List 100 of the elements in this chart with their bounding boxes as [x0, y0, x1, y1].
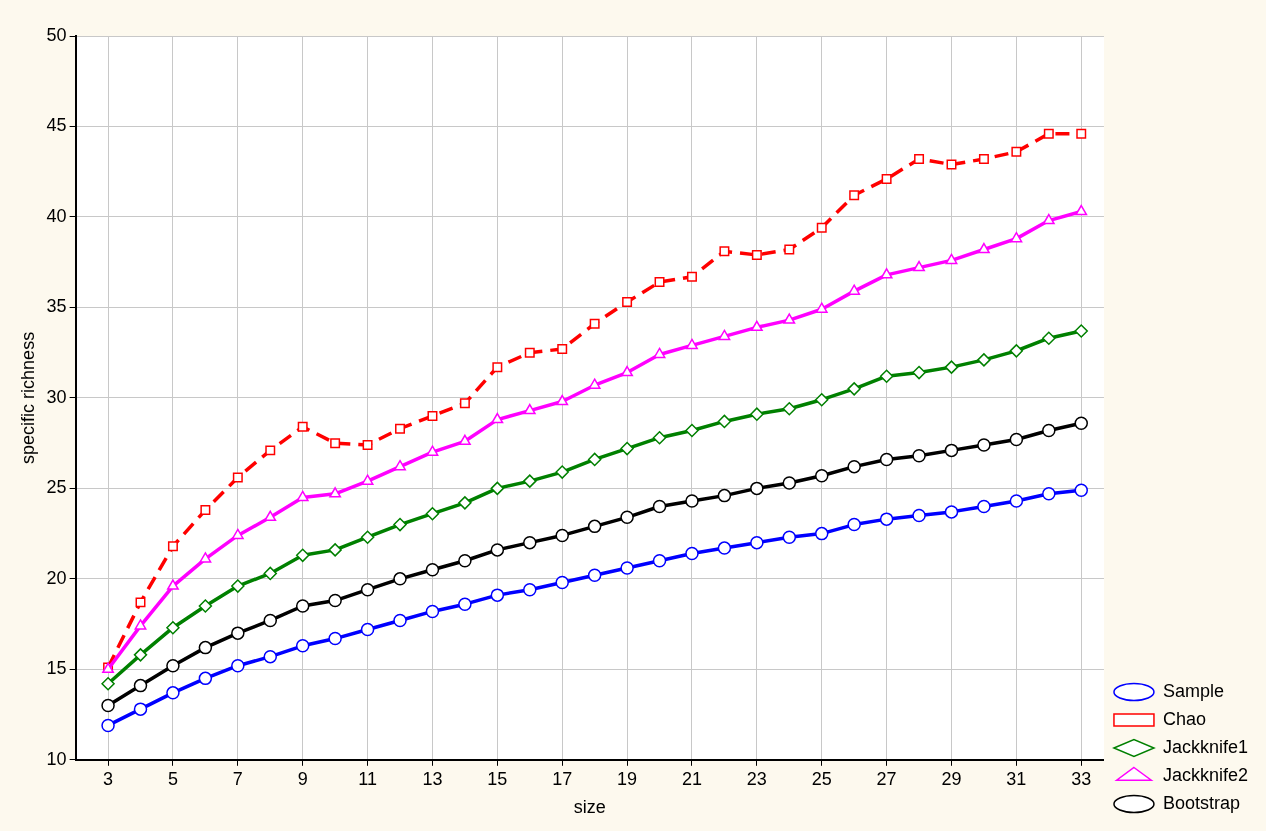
point — [555, 528, 569, 543]
point — [685, 423, 699, 438]
point — [490, 481, 505, 496]
point — [425, 506, 440, 521]
x-tick-label: 21 — [681, 768, 702, 789]
point — [912, 449, 926, 463]
point — [944, 443, 959, 458]
point — [751, 249, 762, 260]
point — [101, 677, 115, 691]
point — [750, 320, 763, 332]
legend-label: Sample — [1162, 680, 1224, 701]
point — [328, 631, 342, 646]
legend-label: Jackknife1 — [1162, 736, 1248, 757]
point — [782, 530, 797, 544]
x-tick-label: 15 — [487, 768, 508, 789]
point — [977, 499, 991, 514]
point — [458, 554, 472, 568]
point — [717, 541, 732, 555]
point — [685, 546, 699, 561]
point — [557, 344, 568, 355]
legend-label: Jackknife2 — [1162, 764, 1248, 785]
x-axis-title: size — [573, 797, 606, 818]
point — [523, 474, 537, 488]
point — [199, 552, 212, 563]
y-tick-label: 15 — [46, 658, 67, 679]
x-tick-label: 25 — [811, 768, 832, 789]
point — [652, 430, 667, 445]
point — [101, 718, 115, 733]
point — [977, 242, 990, 254]
x-tick-label: 29 — [941, 768, 962, 789]
point — [914, 154, 925, 165]
point — [555, 465, 569, 479]
point — [133, 678, 148, 693]
point — [622, 297, 633, 307]
point — [814, 468, 829, 483]
point — [1042, 213, 1055, 225]
point — [848, 284, 861, 295]
point — [945, 253, 958, 265]
y-tick-label: 30 — [46, 386, 67, 407]
point — [263, 566, 278, 581]
point — [458, 597, 472, 611]
point — [589, 318, 600, 329]
point — [297, 421, 308, 432]
point — [263, 613, 278, 628]
y-tick-label: 35 — [46, 296, 67, 317]
point — [231, 528, 244, 540]
point — [492, 362, 503, 373]
point — [620, 510, 634, 525]
point — [1009, 432, 1024, 447]
point — [135, 597, 146, 608]
point — [490, 588, 505, 602]
point — [847, 459, 861, 474]
point — [328, 593, 342, 608]
point — [133, 648, 148, 662]
point — [912, 508, 926, 523]
point — [1076, 128, 1087, 139]
point — [523, 535, 537, 550]
point — [652, 499, 667, 514]
point — [1009, 344, 1024, 358]
point — [849, 190, 860, 201]
point — [912, 365, 926, 380]
point — [263, 649, 278, 664]
point — [587, 568, 602, 582]
point — [718, 329, 731, 341]
point — [459, 398, 470, 409]
point — [587, 452, 602, 467]
point — [620, 561, 634, 575]
x-tick-label: 7 — [232, 768, 243, 789]
point — [231, 626, 245, 640]
point — [1042, 487, 1056, 501]
point — [686, 271, 697, 282]
point — [458, 496, 472, 510]
point — [946, 159, 957, 170]
point — [491, 412, 504, 424]
y-tick-label: 50 — [46, 24, 67, 45]
x-tick-label: 5 — [167, 768, 178, 789]
point — [427, 411, 438, 421]
point — [750, 535, 764, 550]
point — [295, 639, 310, 653]
point — [360, 582, 375, 597]
point — [524, 347, 535, 358]
point — [1010, 231, 1023, 243]
point — [653, 347, 666, 359]
point — [717, 488, 732, 503]
point — [555, 575, 569, 590]
point — [329, 487, 342, 498]
x-tick-label: 23 — [746, 768, 767, 789]
point — [198, 671, 213, 686]
x-tick-label: 17 — [552, 768, 573, 789]
point — [1042, 331, 1056, 345]
x-tick-label: 19 — [617, 768, 638, 789]
point — [426, 445, 439, 456]
point — [1074, 416, 1088, 430]
x-tick-label: 3 — [103, 768, 114, 789]
point — [166, 658, 180, 673]
y-tick-label: 45 — [46, 115, 67, 136]
point — [847, 517, 861, 532]
point — [1074, 324, 1088, 338]
point — [231, 658, 245, 673]
point — [264, 510, 277, 522]
